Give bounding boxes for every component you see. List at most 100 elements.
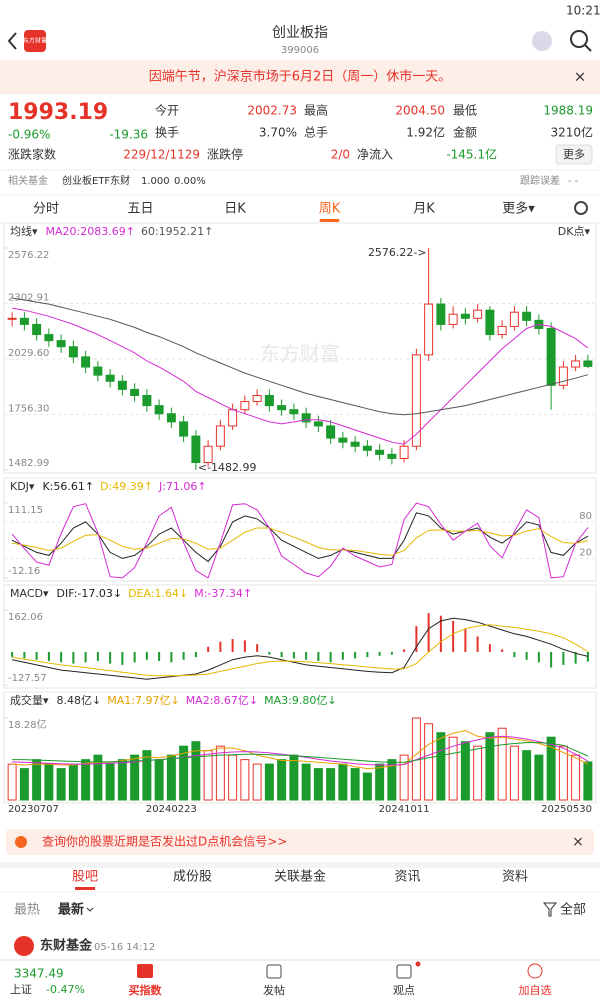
volume-bar [228, 754, 238, 801]
candle-body [558, 366, 568, 386]
panel-title[interactable]: KDJ▾ [10, 480, 35, 493]
community-tab[interactable]: 股吧 [72, 870, 98, 885]
candle-body [264, 394, 274, 407]
legend-item: D:49.39↑ [100, 480, 153, 493]
post-icon [266, 964, 282, 979]
volume-bar [399, 754, 409, 801]
candle-body [362, 445, 372, 451]
macd-bar [60, 651, 63, 663]
add-button[interactable]: 加自选 [519, 984, 552, 997]
community-tab[interactable]: 资料 [502, 870, 528, 885]
fund-name[interactable]: 创业板ETF东财 [62, 174, 130, 187]
volume-bar [534, 754, 544, 801]
sort-hot[interactable]: 最热 [14, 903, 40, 918]
post-button[interactable]: 发帖 [263, 983, 285, 997]
post-time: 05-16 14:12 [94, 942, 155, 953]
candle-body [215, 425, 225, 447]
community-tab[interactable]: 资讯 [394, 870, 420, 885]
panel-frame [3, 584, 597, 689]
macd-bar [537, 651, 540, 663]
fund-label: 相关基金 [8, 174, 48, 187]
views-button[interactable]: 观点 [393, 984, 415, 997]
label: 涨跌家数 [8, 147, 56, 162]
volume-bar [289, 754, 299, 801]
candle-body [81, 356, 91, 368]
y-tick-label: 2576.22 [8, 250, 49, 261]
candle-body [424, 303, 434, 356]
back-button[interactable] [7, 32, 17, 50]
volume-bar [166, 754, 176, 801]
period-tab[interactable]: 日K [224, 202, 246, 217]
legend-item: MA1:7.97亿↓ [107, 694, 179, 707]
title: 创业板指 [272, 25, 328, 41]
volume-bar [277, 759, 287, 801]
banner-icon [15, 836, 27, 848]
candle-body [252, 394, 262, 403]
label: 最高 [304, 103, 328, 118]
panel-title[interactable]: MACD▾ [10, 587, 49, 600]
more-button[interactable] [555, 144, 593, 165]
community-tab[interactable]: 成份股 [173, 870, 212, 885]
volume-bar [154, 759, 164, 801]
sort-latest[interactable]: 最新 [58, 902, 84, 918]
volume-bar [117, 759, 127, 801]
filter-all[interactable]: 全部 [560, 902, 586, 918]
macd-bar [390, 651, 393, 655]
community-tab[interactable]: 关联基金 [274, 869, 326, 885]
settings-icon[interactable] [574, 201, 588, 215]
period-tab[interactable]: 分时 [33, 202, 59, 217]
signal-banner[interactable] [6, 829, 594, 855]
macd-bar [427, 613, 430, 652]
candle-body [448, 313, 458, 325]
candle-body [485, 309, 495, 336]
candle-body [93, 366, 103, 376]
indicator-select[interactable]: DK点▾ [558, 225, 591, 238]
macd-bar [354, 651, 357, 659]
panel-title[interactable]: 成交量▾ [10, 693, 49, 707]
candle-body [166, 413, 176, 423]
index-value[interactable]: 3347.49 [14, 967, 64, 981]
candle-body [375, 449, 385, 455]
notice-text: 因端午节，沪深京市场于6月2日（周一）休市一天。 [149, 69, 452, 85]
tab-underline [75, 887, 95, 890]
label: 涨跌停 [207, 147, 243, 162]
candle-body [399, 445, 409, 459]
y-tick-label: -12.16 [8, 566, 40, 577]
macd-bar [207, 646, 210, 652]
macd-bar [23, 651, 26, 659]
macd-bar [268, 651, 271, 655]
y-tick-label: 2302.91 [8, 293, 49, 304]
filter-icon[interactable] [542, 902, 558, 917]
avatar[interactable] [14, 936, 34, 956]
period-tab[interactable]: 五日 [127, 202, 153, 217]
period-tab[interactable]: 周K [319, 202, 341, 217]
period-tab[interactable]: 更多▾ [502, 201, 535, 217]
assistant-icon[interactable] [532, 31, 552, 51]
macd-bar [280, 651, 283, 658]
macd-bar [47, 651, 50, 662]
legend-item: M:-37.34↑ [194, 587, 252, 600]
clock: 10:21 [566, 4, 600, 18]
volume-bar [387, 759, 397, 801]
macd-bar [550, 651, 553, 668]
search-icon[interactable] [570, 30, 588, 48]
post-author[interactable]: 东财基金 [40, 938, 93, 954]
macd-bar [586, 651, 589, 662]
candle-body [32, 323, 42, 336]
candle-body [228, 409, 238, 427]
candle-body [350, 441, 360, 447]
volume-bar [252, 763, 262, 801]
banner-close[interactable]: × [572, 834, 584, 850]
fund-price: 1.000 [141, 176, 170, 187]
x-tick-label: 20241011 [379, 804, 430, 815]
legend-item: K:56.61↑ [42, 480, 94, 493]
buy-index[interactable]: 买指数 [129, 983, 163, 997]
notice-close[interactable]: × [574, 68, 587, 86]
volume-bar [522, 750, 532, 801]
legend-item: DIF:-17.03↓ [57, 587, 123, 600]
panel-title[interactable]: 均线▾ [10, 224, 38, 238]
legend-item: MA3:9.80亿↓ [264, 694, 336, 707]
period-tab[interactable]: 月K [413, 202, 435, 217]
panel-frame [3, 222, 597, 474]
